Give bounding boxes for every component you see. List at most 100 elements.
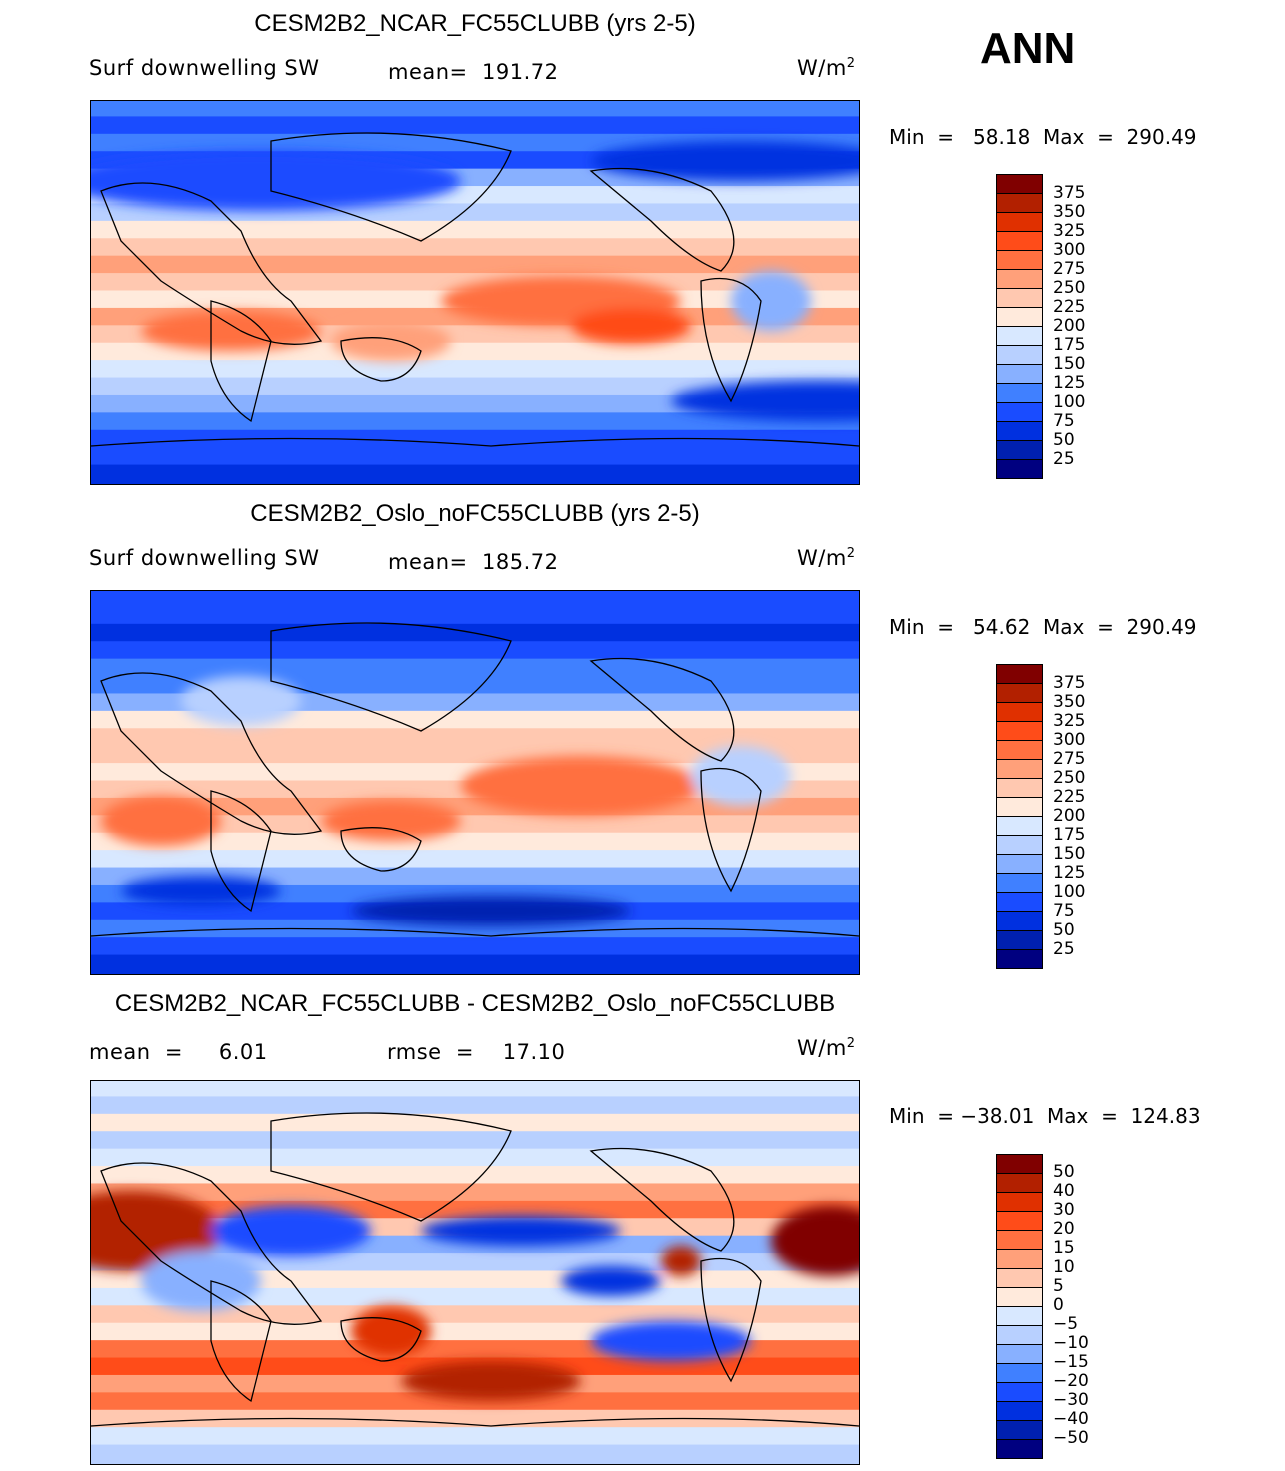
contour-region (671, 381, 859, 421)
contour-region (461, 756, 701, 816)
panel-3-units: W/m2 (797, 1036, 856, 1060)
colorbar-swatch (997, 950, 1042, 968)
panel-3-rmse: rmse = 17.10 (387, 1040, 566, 1064)
panel-2-colorbar (996, 664, 1043, 969)
latitude-band (91, 954, 859, 974)
latitude-band (91, 1409, 859, 1432)
colorbar-tick-label: 40 (1053, 1181, 1075, 1201)
latitude-band (91, 884, 859, 907)
panel-2-variable: Surf downwelling SW (89, 546, 320, 570)
contour-region (591, 1321, 751, 1361)
colorbar-swatch (997, 1174, 1042, 1193)
colorbar-swatch (997, 251, 1042, 270)
colorbar-swatch (997, 779, 1042, 798)
colorbar-swatch (997, 1364, 1042, 1383)
contour-region (771, 1206, 859, 1276)
colorbar-tick-label: 150 (1053, 354, 1086, 374)
latitude-band (91, 641, 859, 663)
panel-2-mean: mean= 185.72 (388, 550, 559, 574)
latitude-band (91, 377, 859, 399)
panel-2-units: W/m2 (797, 546, 856, 570)
latitude-band (91, 1096, 859, 1118)
latitude-band (91, 591, 859, 611)
colorbar-tick-label: 100 (1053, 392, 1086, 412)
units-text: W/m (797, 546, 847, 570)
latitude-band (91, 1444, 859, 1464)
colorbar-tick-label: 250 (1053, 768, 1086, 788)
colorbar-swatch (997, 912, 1042, 931)
colorbar-tick-label: 225 (1053, 297, 1086, 317)
contour-region (141, 1251, 261, 1311)
units-text: W/m (797, 56, 847, 80)
latitude-band (91, 360, 859, 382)
colorbar-swatch (997, 722, 1042, 741)
season-label: ANN (980, 24, 1076, 73)
contour-region (91, 1191, 221, 1271)
units-exponent: 2 (846, 1036, 856, 1051)
colorbar-tick-label: 325 (1053, 221, 1086, 241)
colorbar-tick-label: 25 (1053, 449, 1075, 469)
units-exponent: 2 (846, 546, 856, 561)
latitude-band (91, 867, 859, 889)
colorbar-tick-label: 150 (1053, 844, 1086, 864)
panel-1-units: W/m2 (797, 56, 856, 80)
colorbar-tick-label: 100 (1053, 882, 1086, 902)
colorbar-swatch (997, 175, 1042, 194)
colorbar-swatch (997, 327, 1042, 346)
colorbar-swatch (997, 422, 1042, 441)
contour-region (421, 1216, 621, 1246)
panel-1-colorbar (996, 174, 1043, 479)
contour-region (661, 1246, 701, 1276)
latitude-band (91, 937, 859, 959)
colorbar-swatch (997, 194, 1042, 213)
colorbar-tick-label: 125 (1053, 373, 1086, 393)
panel-2-title: CESM2B2_Oslo_noFC55CLUBB (yrs 2-5) (250, 500, 700, 527)
colorbar-tick-label: −15 (1053, 1352, 1089, 1372)
colorbar-tick-label: −40 (1053, 1409, 1089, 1429)
panel-3-minmax: Min = −38.01 Max = 124.83 (889, 1104, 1201, 1128)
colorbar-swatch (997, 855, 1042, 874)
colorbar-tick-label: 275 (1053, 749, 1086, 769)
coastline (91, 132, 859, 447)
panel-1-title: CESM2B2_NCAR_FC55CLUBB (yrs 2-5) (254, 10, 696, 37)
colorbar-tick-label: 175 (1053, 335, 1086, 355)
colorbar-tick-label: 375 (1053, 673, 1086, 693)
latitude-band (91, 815, 859, 837)
colorbar-swatch (997, 1193, 1042, 1212)
colorbar-swatch (997, 365, 1042, 384)
colorbar-swatch (997, 1421, 1042, 1440)
colorbar-swatch (997, 1440, 1042, 1458)
latitude-band (91, 255, 859, 278)
colorbar-tick-label: 50 (1053, 1162, 1075, 1182)
latitude-band (91, 1270, 859, 1292)
colorbar-tick-label: 125 (1053, 863, 1086, 883)
latitude-band (91, 1287, 859, 1310)
contour-region (331, 321, 451, 361)
colorbar-swatch (997, 232, 1042, 251)
contour-region (91, 151, 461, 211)
latitude-band (91, 606, 859, 628)
colorbar-tick-label: 225 (1053, 787, 1086, 807)
contour-region (591, 141, 859, 181)
colorbar-swatch (997, 836, 1042, 855)
latitude-band (91, 850, 859, 872)
colorbar-tick-label: 350 (1053, 692, 1086, 712)
panel-3-mean: mean = 6.01 (89, 1040, 268, 1064)
colorbar-tick-label: −30 (1053, 1390, 1089, 1410)
contour-field (91, 1081, 859, 1464)
colorbar-swatch (997, 1326, 1042, 1345)
contour-region (211, 1206, 371, 1256)
colorbar-tick-label: 175 (1053, 825, 1086, 845)
colorbar-swatch (997, 308, 1042, 327)
colorbar-swatch (997, 798, 1042, 817)
colorbar-tick-label: −5 (1053, 1314, 1079, 1334)
latitude-band (91, 116, 859, 138)
contour-region (321, 801, 461, 841)
latitude-band (91, 238, 859, 260)
contour-region (351, 1306, 431, 1356)
colorbar-swatch (997, 665, 1042, 684)
colorbar-tick-label: 250 (1053, 278, 1086, 298)
colorbar-tick-label: 275 (1053, 259, 1086, 279)
colorbar-tick-label: −20 (1053, 1371, 1089, 1391)
colorbar-swatch (997, 817, 1042, 836)
